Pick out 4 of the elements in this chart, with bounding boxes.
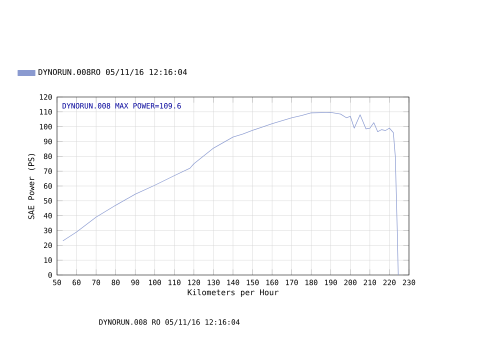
line-series: [62, 112, 399, 276]
x-axis-title: Kilometers per Hour: [188, 289, 278, 297]
y-axis-title: SAE Power (PS): [28, 154, 36, 220]
legend-label: DYNORUN.008RO 05/11/16 12:16:04: [38, 69, 187, 76]
